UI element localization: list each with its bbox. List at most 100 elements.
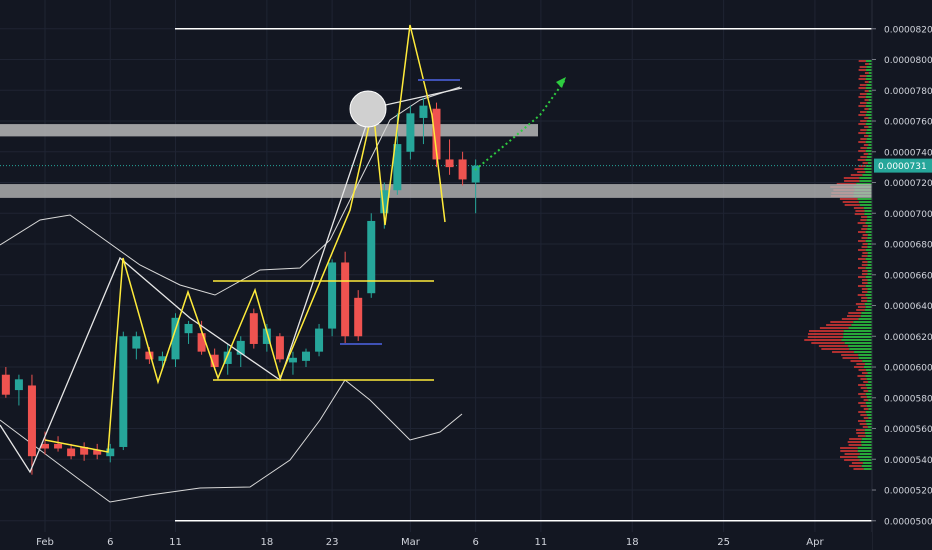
candle-body [236,340,245,355]
volume-bar-sell [861,297,868,299]
volume-bar-sell [858,60,867,62]
time-tick-label: Feb [36,537,54,548]
volume-bar-sell [860,156,867,158]
volume-bar-sell [840,450,858,452]
volume-bar-buy [862,360,872,362]
volume-bar-buy [867,216,872,218]
candle-body [419,105,428,118]
volume-bar-sell [862,234,868,236]
candle-body [27,385,36,457]
volume-bar-buy [865,159,872,161]
volume-bar-sell [862,162,868,164]
volume-bar-sell [860,147,867,149]
volume-bar-buy [857,198,872,200]
volume-bar-sell [858,150,866,152]
volume-bar-sell [849,438,862,440]
candle-body [184,323,193,334]
volume-bar-buy [868,90,872,92]
volume-bar-sell [854,213,865,215]
volume-bar-sell [855,429,865,431]
volume-bar-buy [866,147,872,149]
price-tick-label: 0.0000540 [884,456,932,466]
volume-bar-buy [865,393,872,395]
volume-bar-buy [866,138,872,140]
candle-body [458,159,467,180]
volume-bar-buy [866,156,872,158]
volume-bar-buy [865,105,872,107]
volume-bar-buy [843,330,872,332]
candle-body [445,159,454,168]
volume-bar-sell [840,447,858,449]
time-axis[interactable]: Feb 6 11 18 23 Mar 6 11 18 25 Apr [0,532,872,550]
volume-bar-buy [849,348,872,350]
volume-bar-buy [867,243,872,245]
candle-body [14,379,23,391]
volume-bar-sell [857,435,866,437]
candle-body [54,443,63,449]
volume-bar-buy [859,177,872,179]
candle-body [106,448,115,457]
volume-bar-buy [868,63,872,65]
volume-bar-sell [859,102,867,104]
volume-bar-buy [860,315,872,317]
volume-bar-sell [861,246,868,248]
volume-bar-buy [859,204,872,206]
candle-body [393,144,402,191]
volume-bar-buy [865,240,872,242]
candle-body [132,336,141,349]
volume-bar-sell [857,276,866,278]
volume-bar-buy [865,222,872,224]
volume-bar-buy [843,333,872,335]
volume-bar-buy [868,381,872,383]
volume-bar-sell [861,237,868,239]
volume-bar-buy [864,168,872,170]
price-tick-label: 0.0000700 [884,210,932,220]
volume-bar-sell [860,120,867,122]
volume-bar-buy [865,171,872,173]
volume-bar-buy [867,273,872,275]
volume-bar-sell [844,459,860,461]
volume-bar-buy [867,288,872,290]
volume-bar-buy [865,78,872,80]
volume-bar-sell [860,219,867,221]
volume-bar-buy [867,225,872,227]
volume-bar-buy [865,384,872,386]
volume-bar-buy [863,468,872,470]
price-axis-background [872,0,932,550]
volume-bar-sell [857,222,866,224]
price-tick-label: 0.0000660 [884,271,932,281]
price-axis[interactable]: 0.0000820 0.0000800 0.0000780 0.0000760 0.00… [871,0,932,550]
volume-bar-sell [858,96,866,98]
volume-bar-sell [864,72,869,74]
volume-bar-buy [865,420,872,422]
volume-bar-buy [865,114,872,116]
volume-bar-sell [853,468,864,470]
time-tick-label: Apr [806,537,824,548]
volume-bar-sell [850,360,863,362]
volume-bar-sell [856,363,865,365]
volume-bar-sell [860,396,867,398]
price-tick-label: 0.0000500 [884,517,932,527]
volume-bar-buy [866,66,872,68]
volume-bar-sell [858,402,866,404]
volume-bar-sell [850,174,863,176]
volume-bar-sell [807,336,844,338]
volume-bar-sell [849,465,862,467]
volume-bar-sell [832,351,855,353]
volume-bar-sell [840,456,858,458]
volume-bar-buy [867,426,872,428]
volume-bar-sell [848,444,862,446]
volume-bar-buy [868,390,872,392]
volume-bar-buy [865,150,872,152]
volume-bar-sell [818,345,849,347]
volume-bar-sell [862,282,868,284]
volume-bar-sell [864,126,869,128]
volume-bar-sell [841,354,859,356]
white-pattern-line [0,107,373,474]
volume-bar-buy [868,99,872,101]
volume-bar-buy [864,210,872,212]
volume-bar-sell [857,159,866,161]
price-tick-label: 0.0000760 [884,118,932,128]
volume-bar-sell [811,342,845,344]
